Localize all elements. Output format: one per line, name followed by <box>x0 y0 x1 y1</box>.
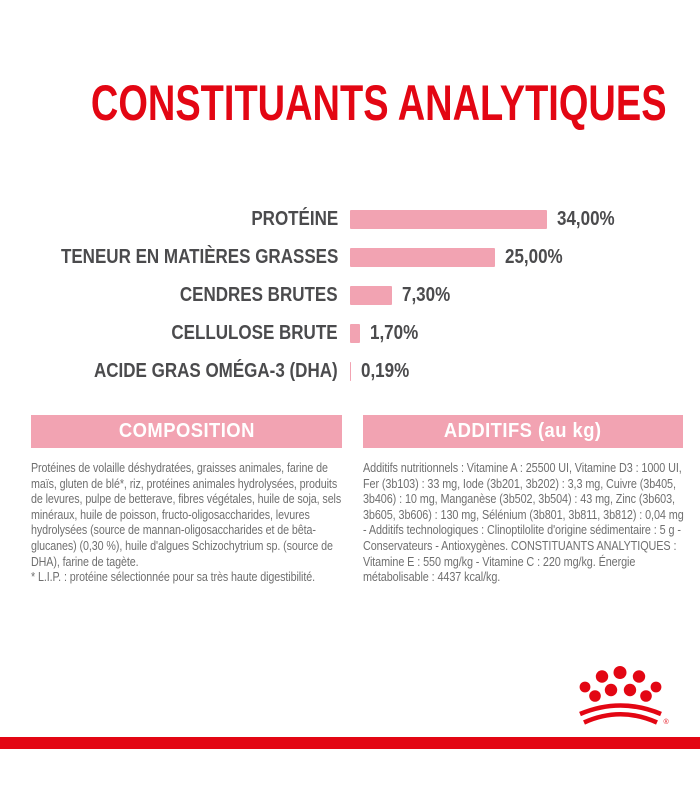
footer-red-bar <box>0 737 700 749</box>
chart-row: PROTÉINE 34,00% <box>0 200 700 238</box>
chart-bar <box>350 285 393 305</box>
chart-bar <box>350 209 548 229</box>
chart-category-label-text: TENEUR EN MATIÈRES GRASSES <box>60 245 338 268</box>
composition-text: Protéines de volaille déshydratées, grai… <box>31 461 342 569</box>
chart-category-label: TENEUR EN MATIÈRES GRASSES <box>0 246 338 269</box>
chart-category-label: CENDRES BRUTES <box>0 284 338 307</box>
chart-value-label: 0,19% <box>361 360 418 383</box>
analytical-constituents-bar-chart: PROTÉINE 34,00% TENEUR EN MATIÈRES GRASSES… <box>0 200 700 390</box>
chart-category-label-text: PROTÉINE <box>251 207 338 230</box>
chart-row: TENEUR EN MATIÈRES GRASSES 25,00% <box>0 238 700 276</box>
chart-value-label: 34,00% <box>557 208 625 231</box>
composition-header-text: COMPOSITION <box>118 420 255 442</box>
chart-category-label: ACIDE GRAS OMÉGA-3 (DHA) <box>0 360 338 383</box>
additives-text: Additifs nutritionnels : Vitamine A : 25… <box>363 461 684 585</box>
registered-mark: ® <box>664 718 670 726</box>
chart-value-label: 1,70% <box>370 322 427 345</box>
composition-section: COMPOSITION Protéines de volaille déshyd… <box>31 415 342 586</box>
chart-category-label-text: CENDRES BRUTES <box>180 283 338 306</box>
composition-header: COMPOSITION <box>31 415 342 448</box>
additives-header: ADDITIFS (au kg) <box>363 415 683 448</box>
chart-row: CENDRES BRUTES 7,30% <box>0 276 700 314</box>
chart-value-label-text: 1,70% <box>369 321 419 344</box>
chart-bar <box>350 247 495 267</box>
page-title: CONSTITUANTS ANALYTIQUES <box>0 78 700 128</box>
chart-value-label: 25,00% <box>505 246 573 269</box>
chart-value-label-text: 0,19% <box>361 359 410 382</box>
chart-value-label-text: 34,00% <box>557 207 615 230</box>
chart-category-label: PROTÉINE <box>0 208 338 231</box>
chart-category-label-text: ACIDE GRAS OMÉGA-3 (DHA) <box>94 359 338 382</box>
chart-row: CELLULOSE BRUTE 1,70% <box>0 314 700 352</box>
chart-bar <box>350 323 360 343</box>
additives-section: ADDITIFS (au kg) Additifs nutritionnels … <box>363 415 684 586</box>
chart-row: ACIDE GRAS OMÉGA-3 (DHA) 0,19% <box>0 352 700 390</box>
additives-body: Additifs nutritionnels : Vitamine A : 25… <box>363 461 684 586</box>
chart-bar <box>350 361 352 381</box>
chart-category-label-text: CELLULOSE BRUTE <box>171 321 338 344</box>
royal-canin-crown-icon: ® <box>579 666 670 726</box>
composition-body: Protéines de volaille déshydratées, grai… <box>31 461 342 586</box>
chart-value-label-text: 7,30% <box>402 283 451 306</box>
page-title-text: CONSTITUANTS ANALYTIQUES <box>90 75 667 131</box>
chart-category-label: CELLULOSE BRUTE <box>0 322 338 345</box>
chart-value-label-text: 25,00% <box>505 245 563 268</box>
composition-footnote: * L.I.P. : protéine sélectionnée pour sa… <box>31 570 316 585</box>
additives-header-text: ADDITIFS (au kg) <box>444 420 602 442</box>
chart-value-label: 7,30% <box>402 284 459 307</box>
